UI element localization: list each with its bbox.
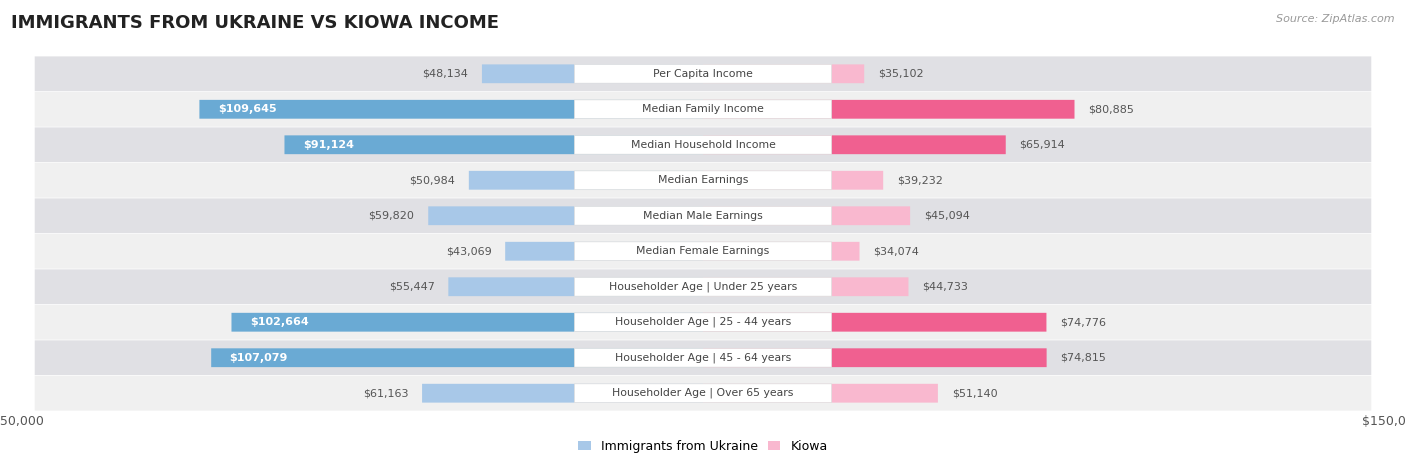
FancyBboxPatch shape xyxy=(703,313,1046,332)
Text: $34,074: $34,074 xyxy=(873,246,920,256)
FancyBboxPatch shape xyxy=(575,384,831,403)
FancyBboxPatch shape xyxy=(35,163,1371,198)
Text: $44,733: $44,733 xyxy=(922,282,969,292)
Text: Median Family Income: Median Family Income xyxy=(643,104,763,114)
FancyBboxPatch shape xyxy=(575,135,831,154)
Text: IMMIGRANTS FROM UKRAINE VS KIOWA INCOME: IMMIGRANTS FROM UKRAINE VS KIOWA INCOME xyxy=(11,14,499,32)
Legend: Immigrants from Ukraine, Kiowa: Immigrants from Ukraine, Kiowa xyxy=(574,435,832,458)
Text: Median Male Earnings: Median Male Earnings xyxy=(643,211,763,221)
FancyBboxPatch shape xyxy=(232,313,703,332)
Text: $59,820: $59,820 xyxy=(368,211,415,221)
Text: Householder Age | 45 - 64 years: Householder Age | 45 - 64 years xyxy=(614,353,792,363)
Text: $39,232: $39,232 xyxy=(897,175,943,185)
Text: $61,163: $61,163 xyxy=(363,388,408,398)
FancyBboxPatch shape xyxy=(703,348,1046,367)
Text: $109,645: $109,645 xyxy=(218,104,277,114)
FancyBboxPatch shape xyxy=(575,206,831,225)
Text: Source: ZipAtlas.com: Source: ZipAtlas.com xyxy=(1277,14,1395,24)
FancyBboxPatch shape xyxy=(468,171,703,190)
FancyBboxPatch shape xyxy=(35,127,1371,162)
FancyBboxPatch shape xyxy=(449,277,703,296)
Text: Median Female Earnings: Median Female Earnings xyxy=(637,246,769,256)
FancyBboxPatch shape xyxy=(35,57,1371,91)
Text: $102,664: $102,664 xyxy=(250,317,308,327)
FancyBboxPatch shape xyxy=(211,348,703,367)
Text: Median Earnings: Median Earnings xyxy=(658,175,748,185)
Text: $35,102: $35,102 xyxy=(877,69,924,79)
FancyBboxPatch shape xyxy=(575,313,831,332)
FancyBboxPatch shape xyxy=(703,64,865,83)
FancyBboxPatch shape xyxy=(575,171,831,190)
FancyBboxPatch shape xyxy=(505,242,703,261)
FancyBboxPatch shape xyxy=(200,100,703,119)
Text: Householder Age | 25 - 44 years: Householder Age | 25 - 44 years xyxy=(614,317,792,327)
FancyBboxPatch shape xyxy=(575,100,831,119)
FancyBboxPatch shape xyxy=(35,269,1371,304)
FancyBboxPatch shape xyxy=(703,384,938,403)
FancyBboxPatch shape xyxy=(35,198,1371,233)
Text: Median Household Income: Median Household Income xyxy=(630,140,776,150)
FancyBboxPatch shape xyxy=(575,64,831,83)
Text: $43,069: $43,069 xyxy=(446,246,492,256)
FancyBboxPatch shape xyxy=(35,234,1371,269)
Text: $107,079: $107,079 xyxy=(229,353,288,363)
Text: $48,134: $48,134 xyxy=(422,69,468,79)
Text: $51,140: $51,140 xyxy=(952,388,997,398)
Text: $91,124: $91,124 xyxy=(302,140,354,150)
Text: Householder Age | Under 25 years: Householder Age | Under 25 years xyxy=(609,282,797,292)
FancyBboxPatch shape xyxy=(575,277,831,296)
FancyBboxPatch shape xyxy=(35,92,1371,127)
Text: $45,094: $45,094 xyxy=(924,211,970,221)
Text: $55,447: $55,447 xyxy=(388,282,434,292)
FancyBboxPatch shape xyxy=(429,206,703,225)
Text: Per Capita Income: Per Capita Income xyxy=(652,69,754,79)
FancyBboxPatch shape xyxy=(703,171,883,190)
Text: $74,776: $74,776 xyxy=(1060,317,1107,327)
FancyBboxPatch shape xyxy=(703,242,859,261)
FancyBboxPatch shape xyxy=(575,242,831,261)
FancyBboxPatch shape xyxy=(703,135,1005,154)
Text: $80,885: $80,885 xyxy=(1088,104,1135,114)
FancyBboxPatch shape xyxy=(35,376,1371,410)
FancyBboxPatch shape xyxy=(35,340,1371,375)
FancyBboxPatch shape xyxy=(482,64,703,83)
FancyBboxPatch shape xyxy=(703,100,1074,119)
FancyBboxPatch shape xyxy=(703,206,910,225)
FancyBboxPatch shape xyxy=(284,135,703,154)
Text: $74,815: $74,815 xyxy=(1060,353,1107,363)
Text: $65,914: $65,914 xyxy=(1019,140,1066,150)
FancyBboxPatch shape xyxy=(703,277,908,296)
FancyBboxPatch shape xyxy=(35,305,1371,340)
FancyBboxPatch shape xyxy=(575,348,831,367)
FancyBboxPatch shape xyxy=(422,384,703,403)
Text: $50,984: $50,984 xyxy=(409,175,456,185)
Text: Householder Age | Over 65 years: Householder Age | Over 65 years xyxy=(612,388,794,398)
